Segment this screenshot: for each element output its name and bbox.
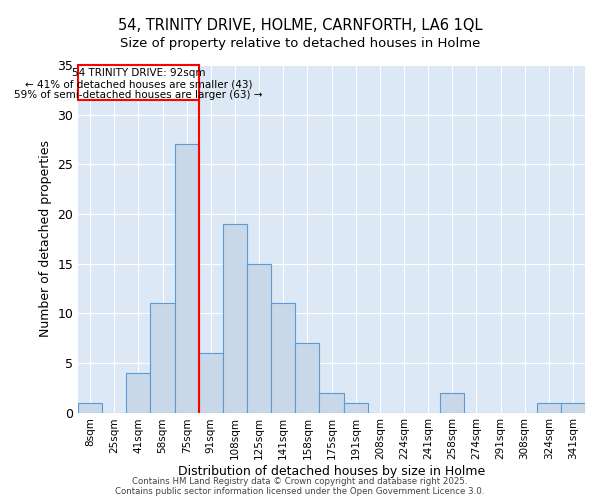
Bar <box>319 392 344 412</box>
Bar <box>344 402 368 412</box>
Text: Size of property relative to detached houses in Holme: Size of property relative to detached ho… <box>120 38 480 51</box>
Bar <box>199 353 223 412</box>
Text: 59% of semi-detached houses are larger (63) →: 59% of semi-detached houses are larger (… <box>14 90 263 100</box>
Bar <box>561 402 585 412</box>
Bar <box>175 144 199 412</box>
Bar <box>440 392 464 412</box>
Bar <box>295 343 319 412</box>
Text: Contains HM Land Registry data © Crown copyright and database right 2025.: Contains HM Land Registry data © Crown c… <box>132 477 468 486</box>
Text: Contains public sector information licensed under the Open Government Licence 3.: Contains public sector information licen… <box>115 487 485 496</box>
FancyBboxPatch shape <box>78 65 199 100</box>
Bar <box>223 224 247 412</box>
Bar <box>537 402 561 412</box>
Bar <box>151 304 175 412</box>
Bar <box>78 402 102 412</box>
Y-axis label: Number of detached properties: Number of detached properties <box>39 140 52 337</box>
Text: 54, TRINITY DRIVE, HOLME, CARNFORTH, LA6 1QL: 54, TRINITY DRIVE, HOLME, CARNFORTH, LA6… <box>118 18 482 32</box>
Text: 54 TRINITY DRIVE: 92sqm: 54 TRINITY DRIVE: 92sqm <box>71 68 205 78</box>
X-axis label: Distribution of detached houses by size in Holme: Distribution of detached houses by size … <box>178 465 485 478</box>
Text: ← 41% of detached houses are smaller (43): ← 41% of detached houses are smaller (43… <box>25 80 252 90</box>
Bar <box>271 304 295 412</box>
Bar <box>126 373 151 412</box>
Bar <box>247 264 271 412</box>
